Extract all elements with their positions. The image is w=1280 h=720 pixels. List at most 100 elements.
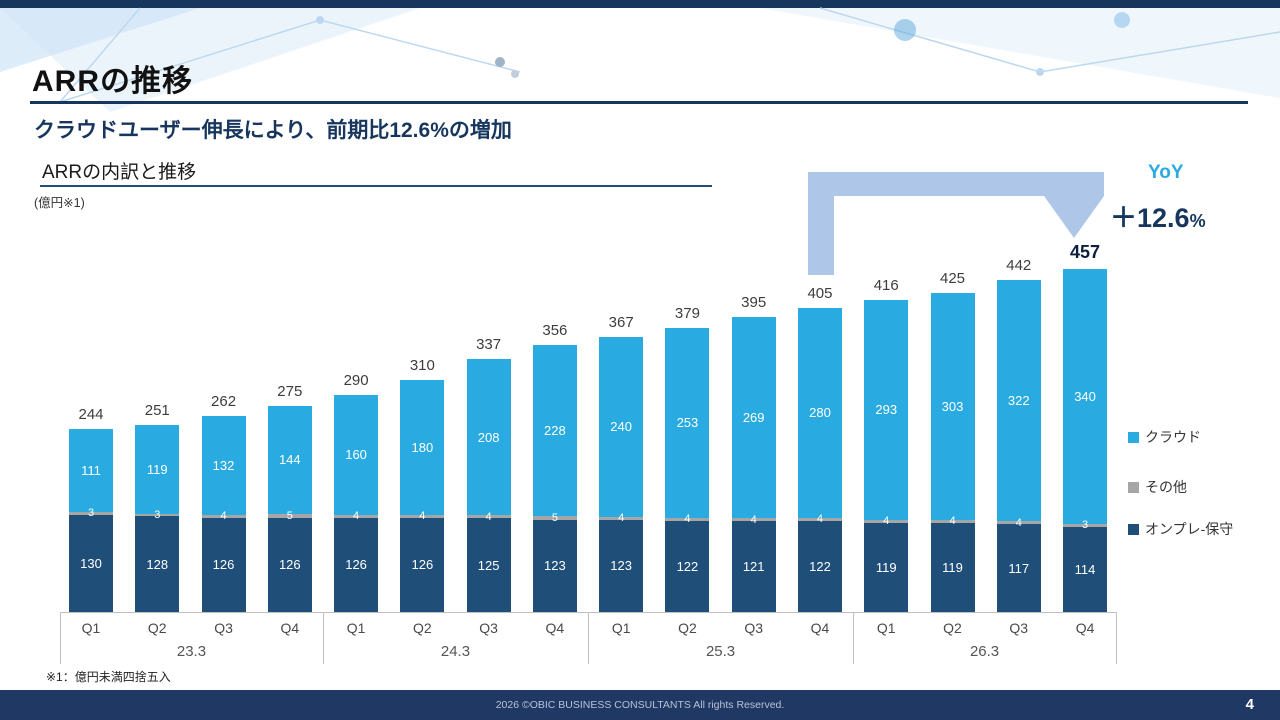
axis-year-label: 26.3 bbox=[969, 643, 1000, 660]
bar-segment-other bbox=[466, 515, 511, 519]
yoy-value: ＋12.6% bbox=[1110, 196, 1206, 235]
bar-segment-cloud bbox=[135, 424, 180, 514]
page-title: ARRの推移 bbox=[32, 65, 193, 98]
axis-quarter-label: Q2 bbox=[413, 620, 432, 636]
bar-segment-other bbox=[996, 521, 1041, 525]
bar-segment-cloud bbox=[797, 307, 842, 518]
total-label: 425 bbox=[939, 269, 966, 287]
segment-value-cloud: 208 bbox=[477, 429, 500, 445]
axis-quarter-label: Q2 bbox=[147, 620, 167, 636]
total-label: 262 bbox=[211, 392, 237, 410]
total-label: 337 bbox=[476, 336, 502, 354]
chart-heading-underline bbox=[40, 185, 712, 187]
bar-segment-other bbox=[797, 517, 842, 521]
bar-segment-other bbox=[599, 516, 644, 520]
segment-value-onprem: 130 bbox=[80, 555, 102, 571]
legend-item: オンプレ-保守 bbox=[1128, 519, 1233, 539]
chart-legend: クラウド その他 オンプレ-保守 bbox=[1128, 427, 1268, 547]
axis-quarter-label: Q3 bbox=[744, 620, 764, 636]
segment-value-other: 5 bbox=[551, 511, 558, 524]
bar-segment-other bbox=[930, 519, 975, 523]
yoy-label: YoY bbox=[1148, 162, 1184, 183]
segment-value-onprem: 126 bbox=[278, 557, 301, 573]
legend-label: オンプレ-保守 bbox=[1145, 521, 1234, 537]
segment-value-cloud: 280 bbox=[809, 405, 831, 420]
legend-swatch bbox=[1128, 431, 1139, 443]
yoy-value-percent: % bbox=[1189, 211, 1206, 231]
segment-value-other: 4 bbox=[684, 513, 691, 525]
axis-year-label: 23.3 bbox=[176, 643, 207, 660]
bar-segment-onprem bbox=[599, 519, 644, 612]
segment-value-cloud: 253 bbox=[676, 415, 699, 431]
segment-value-cloud: 144 bbox=[278, 452, 301, 468]
segment-value-cloud: 303 bbox=[941, 398, 964, 414]
axis-year-label: 24.3 bbox=[440, 643, 471, 660]
segment-value-cloud: 240 bbox=[610, 419, 632, 435]
segment-value-other: 4 bbox=[750, 513, 757, 526]
chart-heading: ARRの内訳と推移 bbox=[42, 162, 197, 183]
segment-value-other: 3 bbox=[154, 508, 161, 521]
segment-value-onprem: 114 bbox=[1074, 561, 1096, 577]
axis-baseline bbox=[60, 612, 1116, 613]
segment-value-other: 3 bbox=[87, 507, 95, 520]
bar-segment-cloud bbox=[731, 316, 776, 519]
copyright-text: 2026 ©OBIC BUSINESS CONSULTANTS All righ… bbox=[495, 699, 785, 711]
axis-quarter-label: Q4 bbox=[810, 620, 830, 636]
total-label: 251 bbox=[144, 401, 170, 419]
axis-quarter-label: Q4 bbox=[280, 620, 300, 636]
axis-quarter-label: Q2 bbox=[943, 620, 962, 636]
segment-value-cloud: 111 bbox=[81, 463, 101, 479]
axis-quarter-label: Q3 bbox=[479, 620, 498, 636]
axis-quarter-label: Q1 bbox=[876, 620, 896, 636]
total-label: 367 bbox=[608, 313, 634, 331]
axis-quarter-label: Q3 bbox=[1009, 620, 1029, 636]
segment-value-cloud: 340 bbox=[1074, 389, 1096, 405]
bar-segment-other bbox=[267, 513, 312, 518]
total-label: 442 bbox=[1006, 256, 1032, 274]
legend-label: クラウド bbox=[1145, 429, 1201, 445]
bar-segment-onprem bbox=[797, 520, 842, 612]
segment-value-other: 4 bbox=[618, 512, 625, 525]
axis-quarter-label: Q3 bbox=[214, 620, 233, 636]
axis-group-separator bbox=[853, 612, 855, 664]
bar-segment-other bbox=[665, 517, 710, 521]
total-label: 416 bbox=[873, 277, 899, 294]
bar-segment-onprem bbox=[996, 524, 1041, 612]
bar-segment-other bbox=[69, 512, 113, 515]
legend-swatch bbox=[1128, 523, 1139, 535]
axis-quarter-label: Q1 bbox=[346, 620, 366, 636]
bar-segment-cloud bbox=[864, 300, 909, 520]
axis-quarter-label: Q1 bbox=[611, 620, 631, 636]
total-label: 405 bbox=[807, 284, 833, 302]
bar-segment-other bbox=[532, 516, 577, 520]
total-label: 310 bbox=[409, 356, 435, 374]
segment-value-onprem: 121 bbox=[742, 559, 765, 575]
segment-value-other: 4 bbox=[949, 515, 956, 528]
bar-segment-other bbox=[864, 519, 909, 523]
segment-value-cloud: 269 bbox=[742, 409, 765, 425]
bar-segment-onprem bbox=[267, 517, 312, 612]
segment-value-onprem: 125 bbox=[477, 557, 500, 573]
total-label: 379 bbox=[674, 304, 700, 322]
bar-segment-cloud bbox=[334, 394, 379, 515]
bar-segment-onprem bbox=[1063, 526, 1108, 612]
segment-value-cloud: 322 bbox=[1007, 393, 1030, 408]
segment-value-other: 3 bbox=[1081, 519, 1089, 532]
segment-value-other: 4 bbox=[816, 513, 824, 525]
segment-value-onprem: 126 bbox=[345, 557, 367, 573]
segment-value-other: 4 bbox=[220, 510, 227, 522]
axis-group-separator bbox=[588, 612, 590, 664]
bar-segment-cloud bbox=[400, 379, 445, 515]
bar-segment-other bbox=[731, 518, 776, 522]
bar-segment-cloud bbox=[996, 279, 1041, 522]
segment-value-onprem: 122 bbox=[809, 558, 831, 574]
bar-segment-onprem bbox=[665, 520, 710, 612]
bar-segment-cloud bbox=[930, 292, 975, 520]
bar-segment-onprem bbox=[69, 514, 113, 612]
footer: 2026 ©OBIC BUSINESS CONSULTANTS All righ… bbox=[0, 690, 1280, 720]
bar-segment-onprem bbox=[135, 516, 180, 612]
subtitle: クラウドユーザー伸長により、前期比12.6%の増加 bbox=[34, 119, 512, 142]
segment-value-other: 4 bbox=[883, 515, 890, 528]
axis-year-label: 25.3 bbox=[705, 643, 736, 660]
